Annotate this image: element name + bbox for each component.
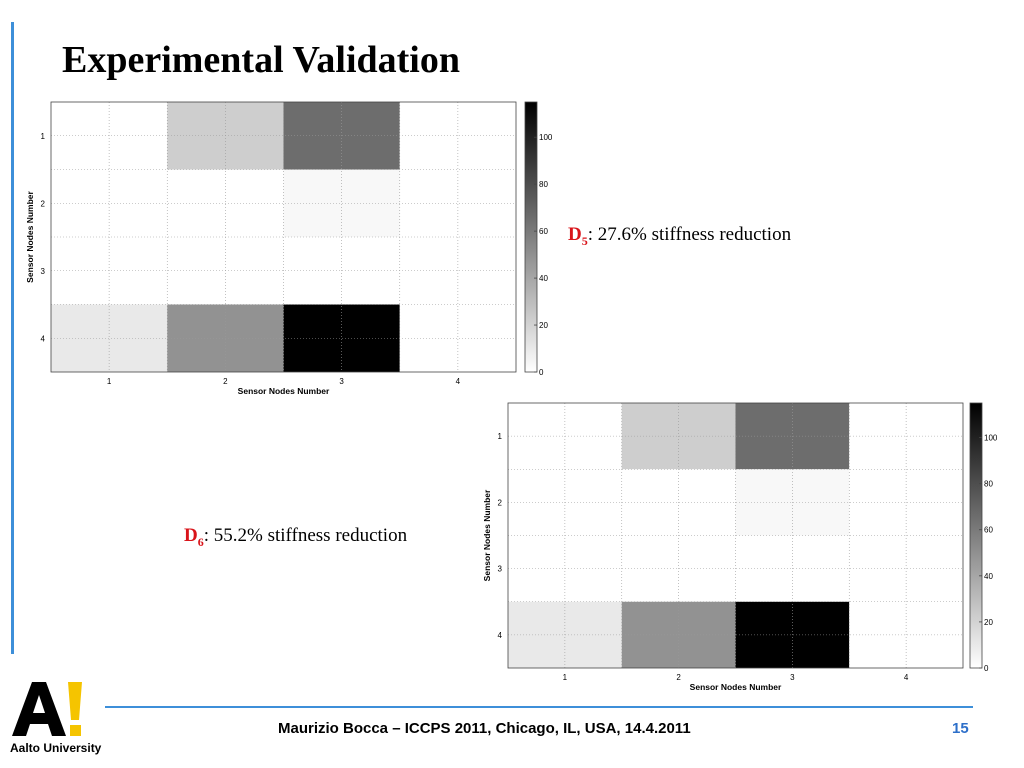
- annotation-text-d6: : 55.2% stiffness reduction: [203, 525, 408, 546]
- colorbar-tick-label: 100: [984, 434, 998, 443]
- colorbar-tick-label: 100: [539, 133, 553, 142]
- colorbar-tick-label: 0: [984, 664, 989, 673]
- damage-label-d5: D5: [568, 224, 588, 248]
- x-tick-label: 3: [790, 673, 795, 682]
- x-tick-label: 4: [456, 377, 461, 386]
- colorbar-tick-label: 40: [984, 572, 993, 581]
- colorbar: [969, 402, 983, 669]
- y-axis-label: Sensor Nodes Number: [25, 190, 35, 282]
- colorbar-tick-label: 80: [539, 180, 548, 189]
- damage-label-d6: D6: [184, 525, 204, 549]
- y-tick-label: 3: [498, 565, 503, 574]
- x-axis-label: Sensor Nodes Number: [238, 386, 330, 396]
- slide-title: Experimental Validation: [62, 39, 460, 81]
- plot-frame: [50, 101, 517, 373]
- plot-frame: [507, 402, 964, 669]
- aalto-logo: [12, 680, 112, 760]
- heatmap-svg-d5: 1 2 3 4 1 2 3 4 Sensor Nodes Number Sensor Nodes …: [25, 101, 553, 396]
- footer-divider: [105, 706, 973, 708]
- colorbar-tick-label: 40: [539, 274, 548, 283]
- y-tick-label: 4: [41, 334, 46, 343]
- x-axis-label: Sensor Nodes Number: [690, 682, 782, 692]
- colorbar-tick-label: 80: [984, 480, 993, 489]
- annotation-text-d5: : 27.6% stiffness reduction: [587, 224, 792, 245]
- colorbar-tick-label: 0: [539, 368, 544, 377]
- left-accent-bar: [11, 22, 14, 654]
- annotation-d6: D6: 55.2% stiffness reduction: [184, 525, 407, 550]
- heatmap-cell: [51, 304, 168, 372]
- y-axis-label: Sensor Nodes Number: [482, 489, 492, 581]
- y-tick-label: 4: [498, 631, 503, 640]
- y-tick-label: 2: [498, 498, 503, 507]
- colorbar: [524, 101, 538, 373]
- annotation-d5: D5: 27.6% stiffness reduction: [568, 224, 791, 249]
- x-tick-label: 3: [339, 377, 344, 386]
- x-tick-label: 1: [563, 673, 568, 682]
- colorbar-tick-label: 60: [539, 227, 548, 236]
- y-tick-label: 3: [41, 267, 46, 276]
- page-number: 15: [952, 720, 969, 737]
- colorbar-tick-label: 20: [984, 618, 993, 627]
- y-tick-label: 1: [498, 432, 503, 441]
- y-tick-label: 2: [41, 199, 46, 208]
- colorbar-tick-label: 60: [984, 526, 993, 535]
- y-tick-label: 1: [41, 132, 46, 141]
- x-tick-label: 2: [223, 377, 228, 386]
- x-tick-label: 1: [107, 377, 112, 386]
- heatmap-chart-d5: 1 2 3 4 1 2 3 4 Sensor Nodes Number Sensor Nodes …: [25, 97, 570, 397]
- heatmap-svg-d6: 1 2 3 4 1 2 3 4 Sensor Nodes Number Sensor Nodes …: [482, 402, 998, 692]
- colorbar-tick-label: 20: [539, 321, 548, 330]
- x-tick-label: 2: [676, 673, 681, 682]
- footer-citation: Maurizio Bocca – ICCPS 2011, Chicago, IL…: [278, 720, 691, 737]
- heatmap-cell: [51, 169, 168, 237]
- logo-text: Aalto University: [10, 741, 102, 755]
- heatmap-chart-d6: 1 2 3 4 1 2 3 4 Sensor Nodes Number Sensor Nodes …: [482, 398, 1005, 696]
- aalto-a-icon: [12, 682, 82, 736]
- x-tick-label: 4: [904, 673, 909, 682]
